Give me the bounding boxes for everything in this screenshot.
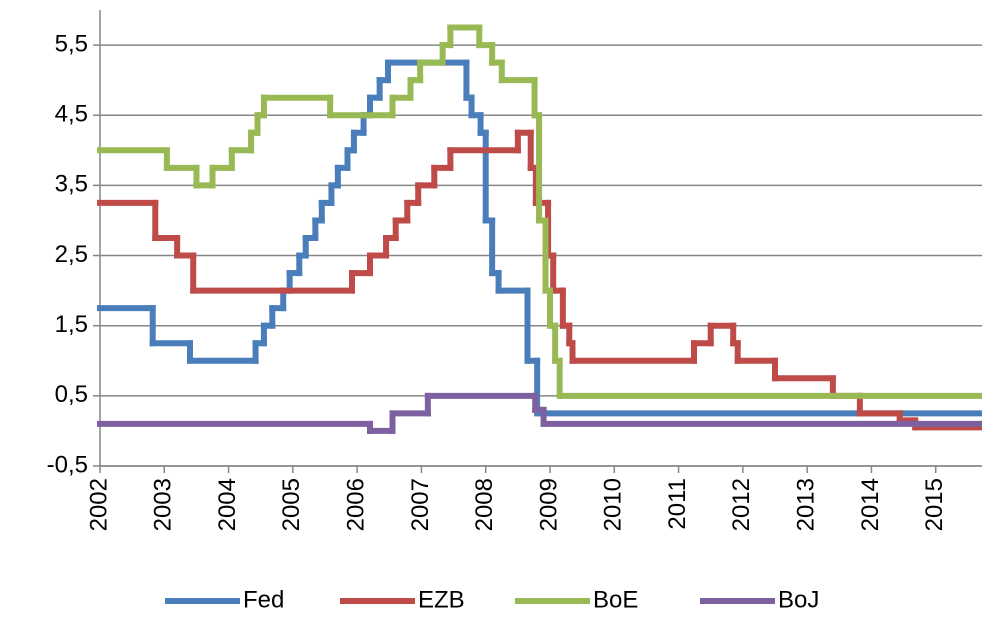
y-tick-label: 2,5 — [55, 241, 88, 268]
y-tick-label: 3,5 — [55, 171, 88, 198]
x-tick-label: 2010 — [600, 478, 627, 531]
x-tick-label: 2004 — [214, 478, 241, 531]
x-tick-label: 2009 — [535, 478, 562, 531]
legend-label: EZB — [418, 586, 465, 613]
x-tick-label: 2005 — [278, 478, 305, 531]
x-tick-label: 2011 — [664, 478, 691, 530]
legend-label: BoJ — [778, 586, 819, 613]
x-tick-label: 2002 — [85, 478, 112, 531]
x-tick-label: 2006 — [342, 478, 369, 531]
y-tick-label: 1,5 — [55, 311, 88, 338]
x-tick-label: 2008 — [471, 478, 498, 531]
x-tick-label: 2014 — [857, 478, 884, 531]
legend-label: Fed — [243, 586, 284, 613]
x-tick-label: 2012 — [728, 478, 755, 531]
x-tick-label: 2007 — [407, 478, 434, 531]
y-tick-label: 4,5 — [55, 101, 88, 128]
legend-label: BoE — [593, 586, 638, 613]
x-tick-label: 2003 — [150, 478, 177, 531]
x-tick-label: 2013 — [792, 478, 819, 531]
y-tick-label: 0,5 — [55, 381, 88, 408]
y-tick-label: 5,5 — [55, 30, 88, 57]
y-tick-label: -0,5 — [47, 451, 88, 478]
x-tick-label: 2015 — [921, 478, 948, 531]
